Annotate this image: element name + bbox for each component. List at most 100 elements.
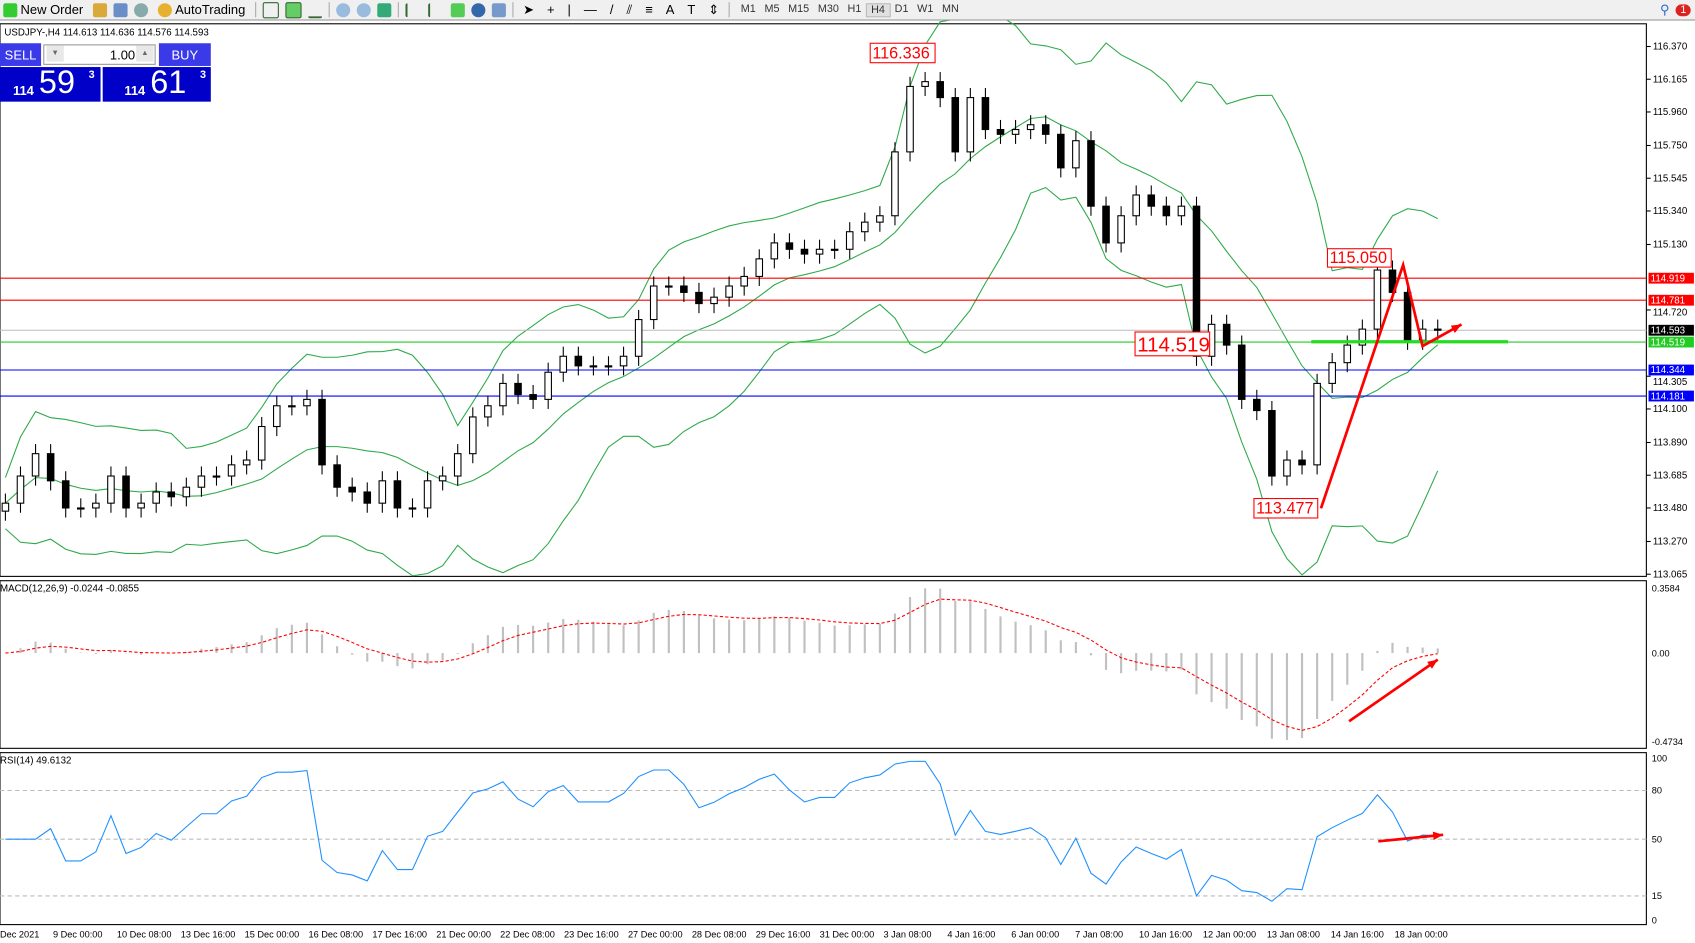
candle[interactable] <box>423 480 432 509</box>
candle[interactable] <box>1026 124 1035 131</box>
bar-chart-icon[interactable] <box>262 1 279 18</box>
timeframe-m30[interactable]: M30 <box>817 2 839 15</box>
lot-size-input[interactable]: 1.00 <box>43 44 156 65</box>
candle[interactable] <box>921 81 929 87</box>
timeframe-w1[interactable]: W1 <box>917 2 934 15</box>
candle[interactable] <box>529 394 537 400</box>
candle[interactable] <box>408 507 417 510</box>
candle[interactable] <box>348 486 356 493</box>
candle[interactable] <box>559 355 568 373</box>
timeframe-m15[interactable]: M15 <box>788 2 810 15</box>
candle[interactable] <box>318 398 326 466</box>
crosshair-icon[interactable]: + <box>547 2 555 18</box>
candle[interactable] <box>619 355 628 367</box>
candle[interactable] <box>830 248 839 251</box>
chart-area[interactable]: 116.370 116.165 115.960 115.750 115.545 115.3… <box>0 20 1695 943</box>
candle[interactable] <box>1057 133 1065 169</box>
candle[interactable] <box>815 248 824 255</box>
candle[interactable] <box>107 475 115 504</box>
macd-trend-arrow[interactable] <box>1348 658 1439 723</box>
candle[interactable] <box>182 486 191 498</box>
candle[interactable] <box>1011 128 1020 135</box>
candle[interactable] <box>137 502 145 509</box>
candle[interactable] <box>46 453 55 482</box>
candle[interactable] <box>1237 344 1246 400</box>
timeframe-m5[interactable]: M5 <box>764 2 780 15</box>
candle[interactable] <box>1177 205 1186 217</box>
candle[interactable] <box>227 464 236 477</box>
candle[interactable] <box>936 81 944 99</box>
zoom-out-icon[interactable] <box>356 2 371 17</box>
chart-shift-icon[interactable] <box>405 2 421 17</box>
trendline-icon[interactable]: / <box>609 2 614 18</box>
candle[interactable] <box>1 502 10 512</box>
tile-windows-icon[interactable] <box>377 2 392 17</box>
timeframe-mn[interactable]: MN <box>941 2 959 15</box>
equidistant-channel-icon[interactable]: ⫽ <box>626 1 633 17</box>
candle[interactable] <box>1358 328 1367 346</box>
candle[interactable] <box>1283 459 1291 477</box>
candle[interactable] <box>1433 328 1442 331</box>
timeframe-d1[interactable]: D1 <box>894 2 909 15</box>
candle[interactable] <box>16 475 25 504</box>
candle[interactable] <box>1403 291 1412 341</box>
candle[interactable] <box>1253 398 1261 412</box>
fibonacci-icon[interactable]: ≡ <box>645 2 653 18</box>
candle[interactable] <box>604 365 613 368</box>
candle[interactable] <box>861 221 869 233</box>
candle[interactable] <box>303 398 311 407</box>
autoscroll-icon[interactable] <box>428 2 444 17</box>
candle[interactable] <box>499 382 507 407</box>
candle[interactable] <box>1268 410 1276 477</box>
buy-button[interactable]: BUY <box>158 43 211 66</box>
candle[interactable] <box>61 480 70 509</box>
indicators-icon[interactable] <box>450 2 465 17</box>
candle[interactable] <box>273 405 281 428</box>
candle[interactable] <box>996 128 1005 135</box>
autotrading-button[interactable]: AutoTrading <box>155 2 249 17</box>
candle[interactable] <box>755 258 764 277</box>
candle[interactable] <box>1132 194 1140 217</box>
candle[interactable] <box>634 319 643 357</box>
candle[interactable] <box>710 296 718 305</box>
candle[interactable] <box>1162 205 1171 217</box>
candle[interactable] <box>574 355 583 367</box>
candle[interactable] <box>257 425 266 461</box>
candle[interactable] <box>77 507 85 510</box>
candle[interactable] <box>393 480 402 509</box>
candle[interactable] <box>725 285 733 298</box>
candle[interactable] <box>845 231 854 250</box>
candle[interactable] <box>966 97 975 153</box>
cursor-icon[interactable]: ➤ <box>523 2 535 18</box>
candle[interactable] <box>665 285 673 288</box>
candle[interactable] <box>212 475 221 478</box>
candle[interactable] <box>1041 124 1050 135</box>
candle[interactable] <box>544 371 552 400</box>
candle[interactable] <box>288 405 296 408</box>
candle[interactable] <box>770 242 779 260</box>
candle[interactable] <box>152 491 160 504</box>
new-order-button[interactable]: New Order <box>0 2 86 17</box>
buy-price[interactable]: 114 61 3 <box>102 65 211 102</box>
candle[interactable] <box>31 453 40 477</box>
arrows-icon[interactable]: ⇕ <box>708 2 720 18</box>
text-label-icon[interactable]: T <box>687 2 696 18</box>
candle[interactable] <box>680 285 688 293</box>
candle[interactable] <box>1117 215 1125 244</box>
zoom-in-icon[interactable] <box>336 2 351 17</box>
candlestick-icon[interactable] <box>285 1 302 18</box>
lot-decrease-button[interactable]: ▼ <box>46 45 64 62</box>
sell-button[interactable]: SELL <box>0 43 42 66</box>
sell-price[interactable]: 114 59 3 <box>0 65 101 102</box>
candle[interactable] <box>1222 323 1231 346</box>
candle[interactable] <box>800 248 809 255</box>
horizontal-line-icon[interactable]: — <box>583 2 597 18</box>
terminal-icon[interactable] <box>113 2 128 17</box>
candle[interactable] <box>378 480 387 504</box>
line-chart-icon[interactable] <box>308 2 323 18</box>
candle[interactable] <box>876 215 884 223</box>
candle[interactable] <box>363 491 372 504</box>
candle[interactable] <box>1147 194 1156 207</box>
candle[interactable] <box>951 97 960 153</box>
candle[interactable] <box>438 475 447 482</box>
